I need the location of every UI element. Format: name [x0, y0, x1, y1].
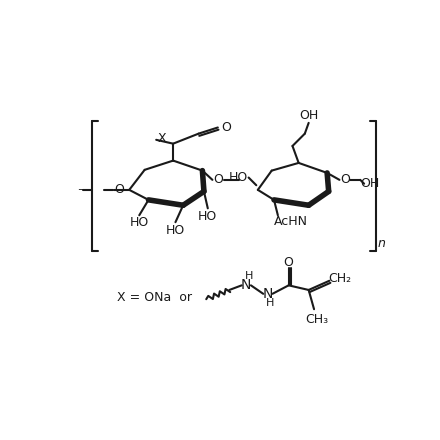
- Text: OH: OH: [360, 177, 379, 190]
- Text: AcHN: AcHN: [274, 215, 308, 228]
- Text: H: H: [266, 298, 275, 308]
- Text: O: O: [284, 256, 293, 269]
- Text: n: n: [378, 237, 386, 250]
- Text: CH₃: CH₃: [305, 313, 328, 326]
- Text: O: O: [213, 173, 223, 187]
- Text: N: N: [241, 279, 252, 292]
- Text: O: O: [340, 173, 350, 187]
- Text: CH₂: CH₂: [328, 272, 351, 285]
- Text: X = ONa  or: X = ONa or: [117, 291, 192, 304]
- Text: ─: ─: [79, 185, 84, 195]
- Text: HO: HO: [198, 209, 217, 223]
- Text: H: H: [244, 271, 253, 281]
- Text: HO: HO: [229, 171, 248, 184]
- Text: HO: HO: [166, 224, 185, 237]
- Text: N: N: [263, 287, 273, 301]
- Text: O: O: [114, 183, 124, 196]
- Text: HO: HO: [130, 216, 149, 230]
- Text: O: O: [221, 121, 231, 134]
- Text: X: X: [158, 132, 167, 145]
- Text: OH: OH: [299, 109, 318, 122]
